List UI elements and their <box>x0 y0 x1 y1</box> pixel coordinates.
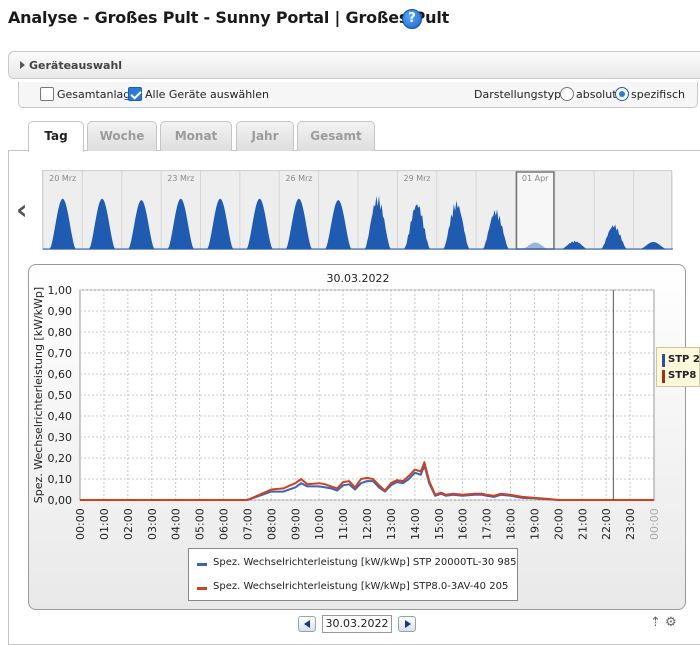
expand-triangle-icon <box>20 61 25 69</box>
total-system-label: Gesamtanlage <box>57 88 138 101</box>
legend-label: Spez. Wechselrichterleistung [kW/kWp] ST… <box>213 581 509 592</box>
overview-selected-day <box>515 171 555 250</box>
arrow-right-icon[interactable] <box>398 616 416 632</box>
legend-label: Spez. Wechselrichterleistung [kW/kWp] ST… <box>213 557 517 568</box>
overview-day-area <box>325 200 352 249</box>
specific-label: spezifisch <box>631 88 685 101</box>
select-all-checkbox[interactable] <box>128 87 142 101</box>
total-system-checkbox[interactable] <box>40 87 54 101</box>
overview-chart[interactable]: 20 Mrz 23 Mrz 26 Mrz 29 Mrz 01 Apr <box>42 171 674 251</box>
legend-swatch <box>197 563 207 566</box>
overview-day-area <box>207 198 234 249</box>
device-selection-label: Geräteauswahl <box>29 59 123 72</box>
absolute-label: absolut <box>576 88 617 101</box>
expand-icon[interactable]: ⇡ <box>650 615 661 630</box>
tab-woche[interactable]: Woche <box>87 121 157 151</box>
overview-day-area <box>404 204 431 249</box>
device-selection-bar[interactable]: Geräteauswahl <box>8 51 700 79</box>
overview-date-label: 01 Apr <box>522 174 549 183</box>
overview-day-area <box>285 198 312 249</box>
chart-tooltip: STP 2 STP8 <box>656 347 700 387</box>
overview-day-area <box>128 200 155 249</box>
overview-day-area <box>561 240 588 249</box>
overview-strip[interactable]: 20 Mrz 23 Mrz 26 Mrz 29 Mrz 01 Apr <box>42 170 674 251</box>
overview-day-area <box>89 198 116 249</box>
overview-day-area <box>482 209 509 249</box>
overview-day-area <box>246 198 273 249</box>
display-type-label: Darstellungstyp: <box>474 88 565 101</box>
overview-date-label: 23 Mrz <box>167 174 194 183</box>
legend-swatch <box>197 587 207 590</box>
overview-date-label: 20 Mrz <box>49 174 76 183</box>
overview-date-label: 29 Mrz <box>404 174 431 183</box>
tooltip-item: STP8 <box>662 370 696 383</box>
tab-jahr[interactable]: Jahr <box>236 121 294 151</box>
question-mark-icon[interactable]: ? <box>402 9 422 29</box>
overview-day-area <box>49 198 76 249</box>
date-input[interactable]: 30.03.2022 <box>322 615 392 633</box>
tab-gesamt[interactable]: Gesamt <box>297 121 375 151</box>
overview-day-area <box>443 200 470 249</box>
tab-monat[interactable]: Monat <box>160 121 232 151</box>
tooltip-item: STP 2 <box>662 354 699 367</box>
overview-day-area <box>600 224 627 249</box>
overview-day-area <box>364 195 391 249</box>
chevron-left-icon[interactable]: ‹ <box>16 193 28 226</box>
overview-date-label: 26 Mrz <box>285 174 312 183</box>
overview-day-area <box>640 242 667 249</box>
overview-day-area <box>167 198 194 249</box>
chart-title: 30.03.2022 <box>326 272 390 285</box>
arrow-left-icon[interactable] <box>298 616 316 632</box>
page-title: Analyse - Großes Pult - Sunny Portal | G… <box>8 8 450 27</box>
specific-radio[interactable] <box>615 87 629 101</box>
chart-legend: Spez. Wechselrichterleistung [kW/kWp] ST… <box>188 548 518 601</box>
options-bar: Gesamtanlage Alle Geräte auswählen Darst… <box>18 82 698 108</box>
settings-icon[interactable]: ⚙ <box>665 615 677 630</box>
tab-tag[interactable]: Tag <box>28 121 84 152</box>
absolute-radio[interactable] <box>560 87 574 101</box>
corner-tools: ⇡ ⚙ <box>650 615 677 630</box>
select-all-label: Alle Geräte auswählen <box>145 88 269 101</box>
